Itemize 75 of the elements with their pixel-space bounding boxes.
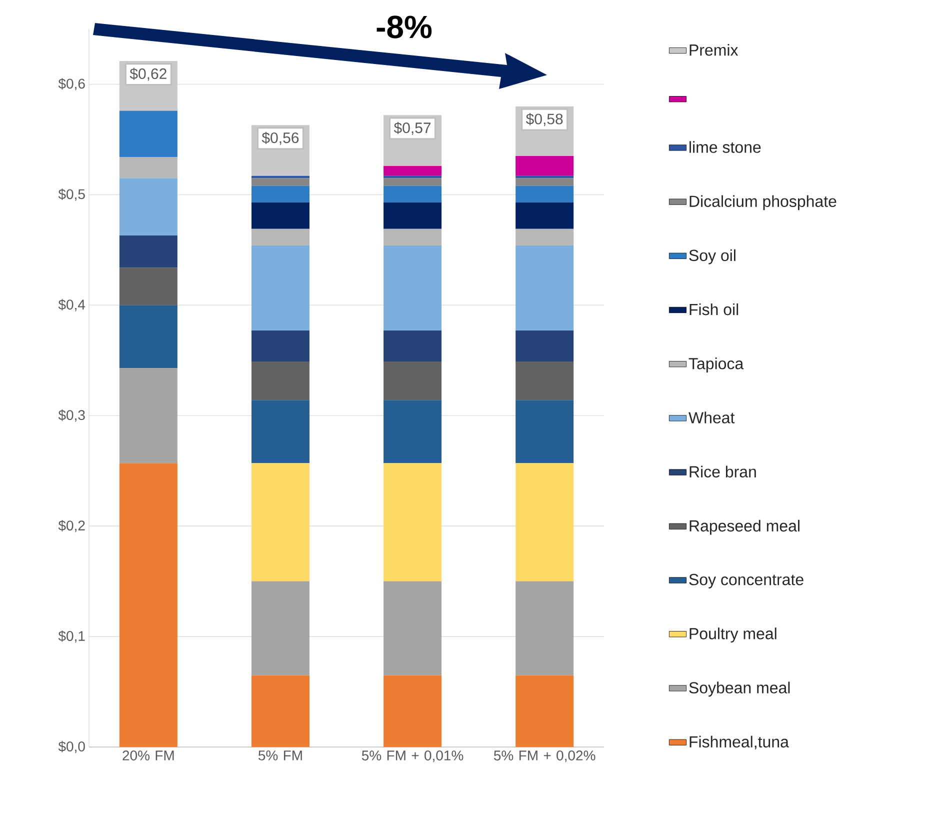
total-label: $0,62 <box>130 68 166 81</box>
bar <box>119 157 178 178</box>
bar <box>516 330 574 362</box>
bar <box>119 463 178 747</box>
y-tick-label: $0,1 <box>58 630 85 643</box>
bar <box>251 463 310 582</box>
legend-label: Rapeseed meal <box>690 520 800 535</box>
x-tick-label: 20% FM <box>122 750 174 760</box>
bar <box>119 268 178 306</box>
bar <box>384 186 442 202</box>
bar <box>119 110 178 158</box>
bar <box>516 246 574 331</box>
y-tick-label: $0,3 <box>58 410 85 422</box>
bar <box>516 186 574 202</box>
bar <box>516 178 574 186</box>
legend-label: Poultry meal <box>690 628 776 642</box>
bar <box>251 202 310 229</box>
bar <box>384 228 442 246</box>
bar <box>384 166 442 176</box>
y-tick-label: $0,6 <box>58 78 85 90</box>
bar <box>251 176 310 178</box>
bar <box>384 675 442 747</box>
bar <box>384 581 442 676</box>
bar <box>251 400 310 464</box>
legend-label: Wheat <box>688 412 735 424</box>
legend-label: Fishmeal,tuna <box>690 736 789 750</box>
bar <box>516 675 574 747</box>
legend-label: Soy oil <box>689 249 736 264</box>
bar <box>384 361 442 400</box>
bar <box>384 178 442 186</box>
bar <box>251 186 310 202</box>
legend-label: Rice bran <box>690 466 756 478</box>
bar <box>384 330 442 362</box>
legend-label: Fish oil <box>690 303 738 316</box>
y-tick-label: $0,5 <box>58 188 85 201</box>
bar <box>251 246 310 331</box>
legend-label: lime stone <box>690 141 761 153</box>
legend-label: Soybean meal <box>689 682 790 697</box>
x-tick-label: 5% FM + 0,01% <box>362 750 464 762</box>
bar <box>251 361 310 400</box>
bar <box>516 228 574 246</box>
x-tick-label: 5% FM <box>258 750 302 760</box>
bar <box>251 330 310 362</box>
bar <box>516 156 574 176</box>
bar <box>251 178 310 186</box>
legend-label: Soy concentrate <box>689 574 804 588</box>
bar <box>119 305 178 368</box>
bar <box>119 178 178 236</box>
bar <box>384 400 442 464</box>
bar <box>516 361 574 400</box>
bar <box>119 236 178 268</box>
total-label: $0,58 <box>526 113 563 126</box>
bar <box>516 400 574 464</box>
bar <box>516 581 574 676</box>
x-tick-label: 5% FM + 0,02% <box>494 750 596 762</box>
bar <box>384 246 442 331</box>
bar <box>516 202 574 229</box>
bar <box>251 581 310 676</box>
bar <box>384 176 442 178</box>
legend-label: Premix <box>690 44 738 56</box>
y-tick-label: $0,0 <box>58 740 85 754</box>
bar <box>516 463 574 582</box>
legend-label: Dicalcium phosphate <box>690 195 836 210</box>
bar <box>384 463 442 582</box>
y-tick-label: $0,2 <box>58 520 85 532</box>
total-label: $0,57 <box>394 122 431 135</box>
bar <box>119 368 178 464</box>
legend-label: Tapioca <box>688 358 744 372</box>
total-label: $0,56 <box>262 132 299 145</box>
bar <box>251 675 310 747</box>
bar <box>384 202 442 229</box>
annotation: -8% <box>376 16 432 38</box>
bar <box>251 228 310 246</box>
bar <box>516 176 574 178</box>
y-tick-label: $0,4 <box>58 299 86 312</box>
